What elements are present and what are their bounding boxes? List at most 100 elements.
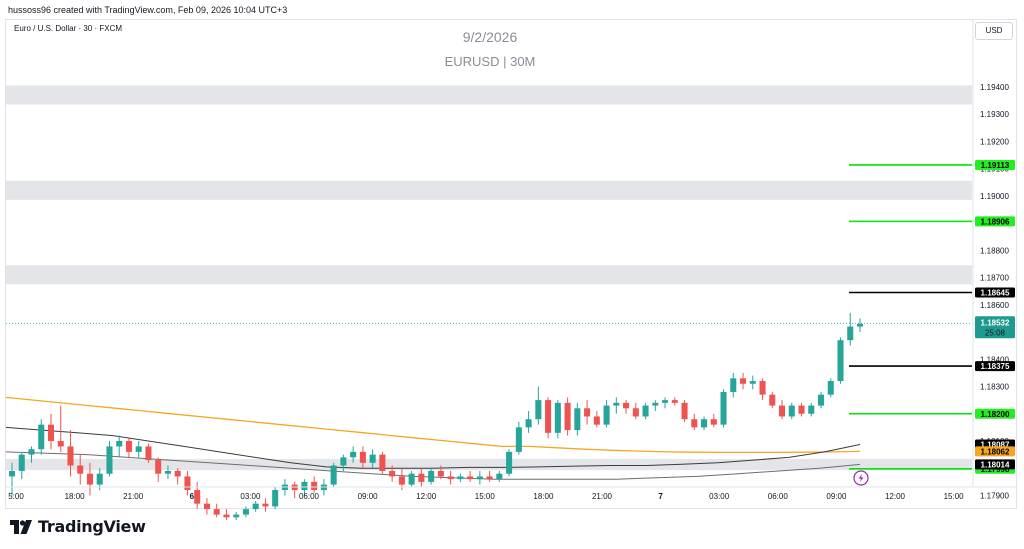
candle[interactable] <box>350 446 357 463</box>
zone-rect[interactable] <box>6 180 972 200</box>
candle[interactable] <box>856 318 864 332</box>
candle[interactable] <box>798 402 805 417</box>
zone-rect[interactable] <box>6 458 972 471</box>
candle[interactable] <box>38 419 45 455</box>
zone-rect[interactable] <box>6 265 972 285</box>
candle[interactable] <box>681 400 688 422</box>
candle[interactable] <box>467 470 474 482</box>
candle[interactable] <box>223 509 230 521</box>
candle[interactable] <box>652 400 659 412</box>
candle[interactable] <box>574 402 581 436</box>
candle[interactable] <box>554 400 561 439</box>
candlesticks <box>8 312 864 521</box>
candle[interactable] <box>57 405 64 452</box>
candle[interactable] <box>272 487 279 510</box>
candle[interactable] <box>233 511 240 521</box>
candle[interactable] <box>671 397 678 406</box>
candle[interactable] <box>496 470 503 482</box>
candle[interactable] <box>418 468 425 488</box>
candle[interactable] <box>623 400 630 414</box>
candle[interactable] <box>67 430 74 477</box>
candle[interactable] <box>116 435 123 458</box>
candle[interactable] <box>379 451 386 474</box>
level-price-tag: 1.18375 <box>975 361 1015 372</box>
candle[interactable] <box>457 473 464 482</box>
candle[interactable] <box>759 378 766 401</box>
candle[interactable] <box>291 481 298 499</box>
candle[interactable] <box>662 397 669 409</box>
candle[interactable] <box>827 378 834 398</box>
candle[interactable] <box>252 500 259 512</box>
candle[interactable] <box>603 400 610 428</box>
candle[interactable] <box>476 470 483 485</box>
candle[interactable] <box>847 312 854 346</box>
candle[interactable] <box>779 400 786 420</box>
candle[interactable] <box>593 411 600 428</box>
candle[interactable] <box>145 443 152 463</box>
candle[interactable] <box>28 446 35 463</box>
candle[interactable] <box>8 462 16 496</box>
candle[interactable] <box>642 402 649 420</box>
candle[interactable] <box>47 413 55 450</box>
candle[interactable] <box>730 372 737 398</box>
candle[interactable] <box>788 402 795 420</box>
candle[interactable] <box>106 441 113 477</box>
candle[interactable] <box>691 413 698 431</box>
candle[interactable] <box>584 400 591 425</box>
candle[interactable] <box>769 391 776 409</box>
zone-rect[interactable] <box>6 85 972 105</box>
candle[interactable] <box>389 465 396 482</box>
candle[interactable] <box>701 416 708 431</box>
candle[interactable] <box>242 506 249 518</box>
candle[interactable] <box>545 397 552 439</box>
candle[interactable] <box>135 441 142 458</box>
candle[interactable] <box>817 391 825 409</box>
candle[interactable] <box>77 454 84 485</box>
candle[interactable] <box>96 468 103 491</box>
candle[interactable] <box>535 386 542 425</box>
candle[interactable] <box>398 468 405 491</box>
symbol-legend[interactable]: Euro / U.S. Dollar · 30 · FXCM <box>14 24 123 33</box>
tradingview-logo-text: TradingView <box>38 517 146 536</box>
candle[interactable] <box>437 465 444 480</box>
candle[interactable] <box>184 470 191 496</box>
candle[interactable] <box>740 372 747 390</box>
candle[interactable] <box>194 481 201 510</box>
candle[interactable] <box>125 438 132 458</box>
candle-body <box>340 457 347 466</box>
candle[interactable] <box>262 498 269 512</box>
candle[interactable] <box>506 449 513 477</box>
candle[interactable] <box>720 389 727 428</box>
candle[interactable] <box>369 449 376 469</box>
candle[interactable] <box>486 470 493 482</box>
last-price-tag-box <box>975 316 1015 339</box>
time-tick-label: 15:00 <box>944 492 965 501</box>
candle[interactable] <box>155 457 162 482</box>
candle[interactable] <box>213 503 220 518</box>
candle[interactable] <box>613 397 620 414</box>
candle[interactable] <box>330 462 337 488</box>
candle[interactable] <box>564 397 571 436</box>
alert-icon[interactable] <box>853 470 869 486</box>
tradingview-logo[interactable]: TradingView <box>10 517 146 536</box>
candle[interactable] <box>359 446 366 469</box>
candle[interactable] <box>203 498 210 515</box>
candle[interactable] <box>164 465 171 480</box>
candle[interactable] <box>18 451 25 480</box>
currency-button[interactable]: USD <box>975 22 1013 40</box>
candle[interactable] <box>525 411 532 433</box>
candle[interactable] <box>515 421 522 455</box>
candle[interactable] <box>408 470 415 488</box>
candle[interactable] <box>837 337 844 384</box>
candle[interactable] <box>428 468 435 485</box>
candle[interactable] <box>311 476 318 493</box>
candle[interactable] <box>749 375 756 390</box>
candle[interactable] <box>340 454 347 471</box>
candle[interactable] <box>632 402 639 420</box>
candle[interactable] <box>808 402 815 417</box>
candle[interactable] <box>86 462 93 496</box>
candle[interactable] <box>447 470 454 485</box>
candle[interactable] <box>710 413 717 428</box>
candle[interactable] <box>174 468 181 485</box>
